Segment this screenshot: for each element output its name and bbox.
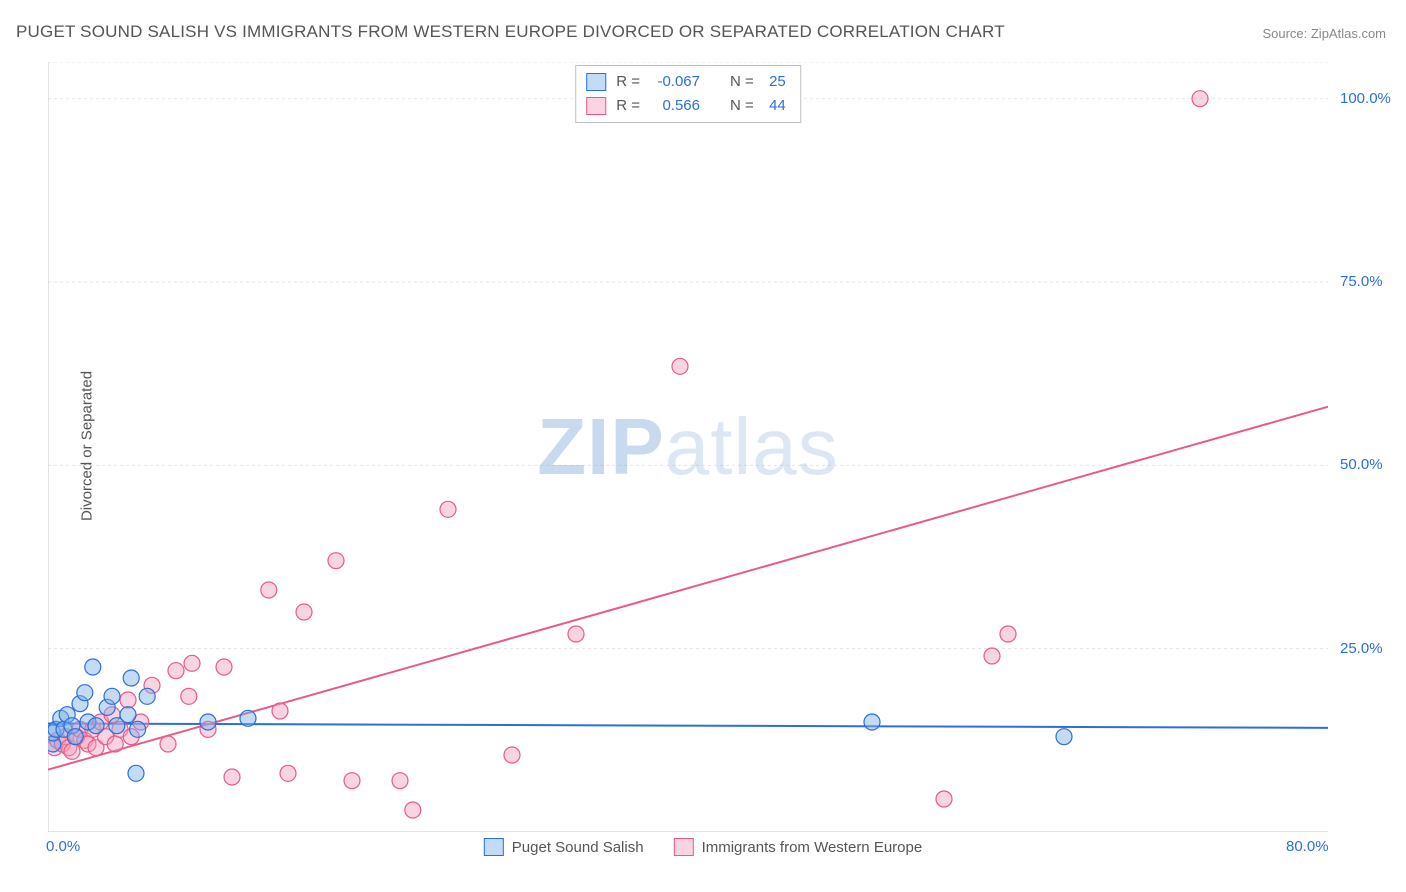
bottom-legend-label-1: Puget Sound Salish <box>512 839 644 856</box>
x-tick-label: 0.0% <box>46 838 80 855</box>
stat-r-value-1: -0.067 <box>650 70 700 94</box>
stat-r-value-2: 0.566 <box>650 94 700 118</box>
x-tick-label: 80.0% <box>1286 838 1329 855</box>
legend-stats-box: R = -0.067 N = 25 R = 0.566 N = 44 <box>575 65 801 123</box>
stat-n-value-2: 44 <box>764 94 786 118</box>
bottom-swatch-2 <box>674 838 694 856</box>
bottom-legend: Puget Sound Salish Immigrants from Weste… <box>484 838 922 856</box>
legend-swatch-1 <box>586 73 606 91</box>
stat-n-value-1: 25 <box>764 70 786 94</box>
legend-stats-row-1: R = -0.067 N = 25 <box>586 70 786 94</box>
stat-r-label: R = <box>616 70 640 94</box>
bottom-swatch-1 <box>484 838 504 856</box>
legend-stats-row-2: R = 0.566 N = 44 <box>586 94 786 118</box>
scatter-chart-svg <box>48 62 1328 832</box>
source-attribution: Source: ZipAtlas.com <box>1262 26 1386 41</box>
stat-n-label: N = <box>730 94 754 118</box>
legend-swatch-2 <box>586 97 606 115</box>
stat-n-label: N = <box>730 70 754 94</box>
y-tick-label: 50.0% <box>1340 456 1383 473</box>
y-tick-label: 100.0% <box>1340 90 1391 107</box>
bottom-legend-label-2: Immigrants from Western Europe <box>702 839 923 856</box>
y-tick-label: 25.0% <box>1340 640 1383 657</box>
stat-r-label: R = <box>616 94 640 118</box>
y-tick-label: 75.0% <box>1340 273 1383 290</box>
bottom-legend-item-2: Immigrants from Western Europe <box>674 838 923 856</box>
chart-title: PUGET SOUND SALISH VS IMMIGRANTS FROM WE… <box>16 22 1005 42</box>
bottom-legend-item-1: Puget Sound Salish <box>484 838 644 856</box>
chart-area: ZIPatlas R = -0.067 N = 25 R = 0.566 N =… <box>48 62 1328 832</box>
